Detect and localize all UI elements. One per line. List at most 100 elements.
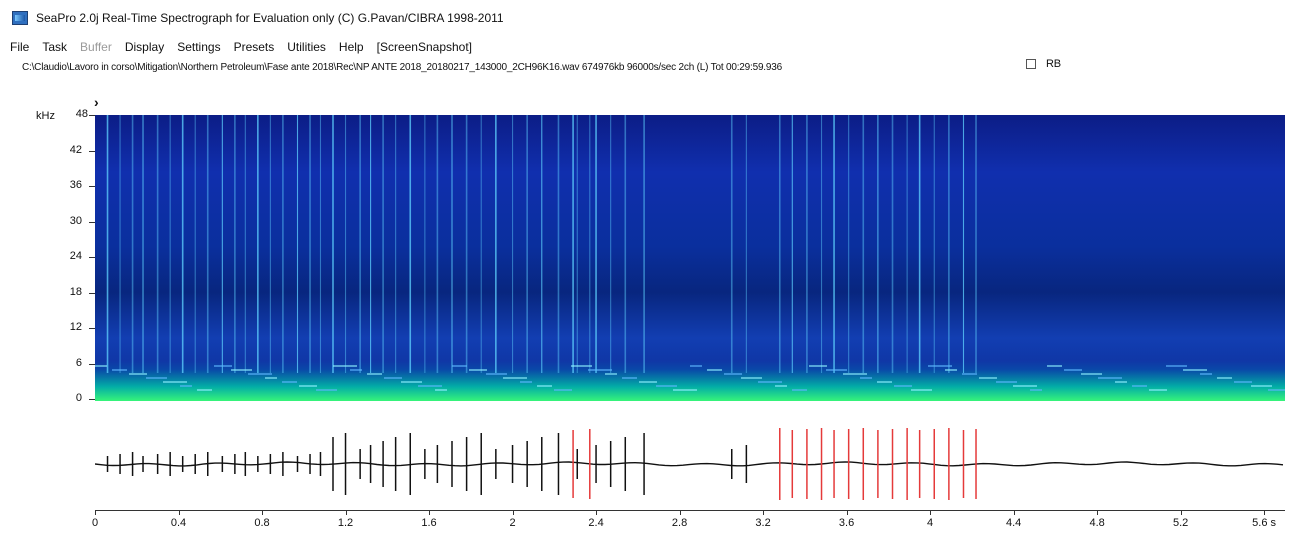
menu-screensnapshot[interactable]: [ScreenSnapshot] bbox=[376, 40, 473, 54]
spectrogram-noise-patch bbox=[945, 369, 957, 371]
spectrogram-noise-patch bbox=[1047, 365, 1062, 367]
spectrogram-noise-patch bbox=[418, 385, 442, 387]
spectrogram-noise-patch bbox=[537, 385, 552, 387]
spectrogram-noise-patch bbox=[112, 369, 127, 371]
menu-file[interactable]: File bbox=[10, 40, 30, 54]
spectrogram-noise-patch bbox=[1030, 389, 1042, 391]
spectrogram-noise-patch bbox=[690, 365, 702, 367]
spectrogram-noise-patch bbox=[384, 377, 402, 379]
spectrogram-noise-patch bbox=[860, 377, 872, 379]
waveform-view[interactable] bbox=[94, 418, 1285, 510]
spectrogram-noise-patch bbox=[639, 381, 657, 383]
file-path-status: C:\Claudio\Lavoro in corso\Mitigation\No… bbox=[22, 58, 1262, 76]
time-tick-label: 3.6 bbox=[838, 517, 855, 529]
spectrogram-noise-patch bbox=[282, 381, 297, 383]
rb-control[interactable]: RB bbox=[1026, 58, 1061, 70]
frequency-tick bbox=[89, 363, 95, 365]
spectrogram-noise-patch bbox=[622, 377, 637, 379]
rb-checkbox[interactable] bbox=[1026, 59, 1036, 69]
spectrogram-noise-patch bbox=[520, 381, 532, 383]
menu-settings[interactable]: Settings bbox=[177, 40, 221, 54]
spectrogram-noise-patch bbox=[146, 377, 167, 379]
spectrogram-noise-patch bbox=[452, 365, 467, 367]
spectrogram-noise-patch bbox=[469, 369, 487, 371]
spectrogram-noise-patch bbox=[724, 373, 742, 375]
time-tick-label: 4.4 bbox=[1005, 517, 1022, 529]
spectrogram-noise-patch bbox=[1234, 381, 1252, 383]
frequency-tick-label: 30 bbox=[69, 214, 82, 227]
time-axis-line bbox=[95, 510, 1285, 511]
spectrogram-noise-patch bbox=[231, 369, 252, 371]
spectrogram-noise-patch bbox=[316, 389, 337, 391]
spectrogram-noise-patch bbox=[554, 389, 572, 391]
time-tick bbox=[429, 510, 431, 515]
spectrogram-noise-patch bbox=[1132, 385, 1147, 387]
time-tick-label: 4.8 bbox=[1089, 517, 1105, 529]
spectrogram-noise-patch bbox=[350, 369, 362, 371]
spectrogram-view[interactable] bbox=[95, 115, 1285, 401]
menu-buffer[interactable]: Buffer bbox=[80, 40, 112, 54]
spectrogram-noise-patch bbox=[962, 373, 977, 375]
frequency-tick bbox=[89, 186, 95, 187]
spectrogram-noise-patch bbox=[928, 365, 952, 367]
window-titlebar: SeaPro 2.0j Real-Time Spectrograph for E… bbox=[0, 0, 1290, 36]
spectrogram-noise-patch bbox=[486, 373, 507, 375]
frequency-tick-label: 24 bbox=[69, 250, 82, 262]
menu-task[interactable]: Task bbox=[42, 40, 68, 54]
spectrogram-noise-patch bbox=[537, 385, 552, 387]
spectrogram-noise-patch bbox=[231, 369, 252, 371]
spectrogram-noise-patch bbox=[928, 365, 952, 367]
spectrogram-noise-patch bbox=[792, 389, 807, 391]
spectrogram-noise-patch bbox=[996, 381, 1017, 383]
spectrogram-noise-patch bbox=[401, 381, 422, 383]
spectrogram-noise-patch bbox=[248, 373, 272, 375]
waveform-baseline bbox=[94, 461, 1284, 467]
time-tick bbox=[1264, 510, 1266, 515]
spectrogram-noise-patch bbox=[707, 369, 722, 371]
menu-help[interactable]: Help bbox=[338, 40, 364, 54]
frequency-tick-label: 48 bbox=[75, 108, 88, 120]
spectrogram-noise-patch bbox=[843, 373, 867, 375]
time-tick-label: 1.6 bbox=[421, 517, 437, 529]
spectrogram-noise-patch bbox=[1251, 385, 1272, 387]
spectrogram-noise-patch bbox=[1115, 381, 1127, 383]
spectrogram-noise-patch bbox=[1098, 377, 1122, 379]
spectrogram-noise-patch bbox=[571, 365, 592, 367]
spectrogram-noise-patch bbox=[894, 385, 912, 387]
menu-utilities[interactable]: Utilities bbox=[287, 40, 326, 54]
spectrogram-noise-patch bbox=[741, 377, 762, 379]
spectrogram-noise-patch bbox=[418, 385, 442, 387]
frequency-tick-label: 36 bbox=[69, 179, 82, 191]
spectrogram-noise-patch bbox=[860, 377, 872, 379]
file-path-text: C:\Claudio\Lavoro in corso\Mitigation\No… bbox=[22, 61, 782, 73]
spectrogram-noise-patch bbox=[1064, 369, 1082, 371]
frequency-tick bbox=[89, 328, 95, 329]
spectrogram-noise-patch bbox=[282, 381, 297, 383]
spectrogram-noise-patch bbox=[1149, 389, 1167, 391]
spectrogram-noise-patch bbox=[163, 381, 187, 383]
spectrogram-noise-patch bbox=[1200, 373, 1212, 375]
spectrogram-noise-patch bbox=[758, 381, 782, 383]
spectrogram-noise-patch bbox=[554, 389, 572, 391]
spectrograph-app-icon bbox=[12, 11, 28, 25]
frequency-tick bbox=[89, 221, 95, 223]
spectrogram-noise-patch bbox=[452, 365, 467, 367]
spectrogram-noise-patch bbox=[129, 373, 147, 375]
chevron-right-icon[interactable]: › bbox=[94, 94, 99, 110]
spectrogram-noise-patch bbox=[1081, 373, 1102, 375]
spectrogram-noise-patch bbox=[146, 377, 167, 379]
spectrogram-noise-patch bbox=[911, 389, 932, 391]
frequency-tick-label: 6 bbox=[75, 356, 82, 369]
spectrogram-noise-patch bbox=[1030, 389, 1042, 391]
time-tick bbox=[763, 510, 765, 515]
spectrogram-noise-patch bbox=[1064, 369, 1082, 371]
time-tick-label: 0.4 bbox=[170, 517, 187, 529]
menu-bar: File Task Buffer Display Settings Preset… bbox=[0, 38, 485, 56]
frequency-tick-label: 42 bbox=[69, 143, 82, 156]
menu-display[interactable]: Display bbox=[124, 40, 165, 54]
spectrogram-noise-patch bbox=[435, 389, 447, 391]
menu-presets[interactable]: Presets bbox=[233, 40, 275, 54]
spectrogram-noise-patch bbox=[299, 385, 317, 387]
time-tick-label: 0 bbox=[91, 517, 99, 529]
spectrogram-noise-patch bbox=[826, 369, 847, 371]
